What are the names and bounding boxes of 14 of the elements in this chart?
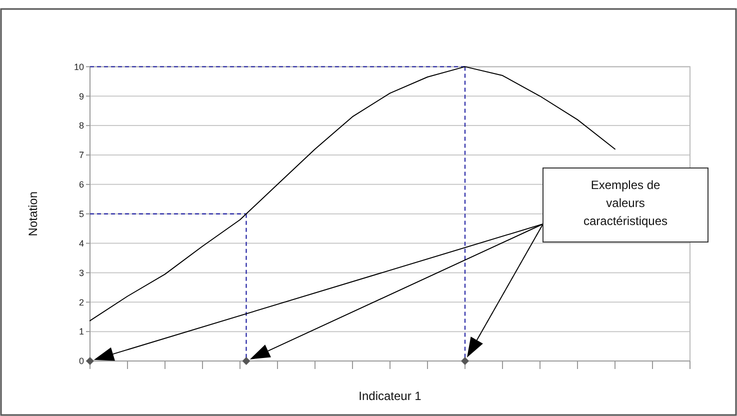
x-axis-title: Indicateur 1 xyxy=(358,389,422,403)
y-axis-title: Notation xyxy=(26,192,40,236)
y-tick-label: 1 xyxy=(78,326,84,337)
y-tick-label: 2 xyxy=(78,297,84,308)
y-tick-label: 8 xyxy=(78,120,84,131)
y-tick-label: 9 xyxy=(78,91,84,102)
y-tick-label: 3 xyxy=(78,268,84,278)
y-tick-label: 7 xyxy=(78,150,84,160)
y-tick-label: 4 xyxy=(78,238,84,248)
y-tick-label: 5 xyxy=(78,209,84,219)
y-tick-label: 0 xyxy=(78,356,84,366)
y-tick-label: 6 xyxy=(78,180,84,190)
y-tick-label: 10 xyxy=(74,62,84,72)
annotation: Exemples de valeurs caractéristiques xyxy=(583,178,668,228)
